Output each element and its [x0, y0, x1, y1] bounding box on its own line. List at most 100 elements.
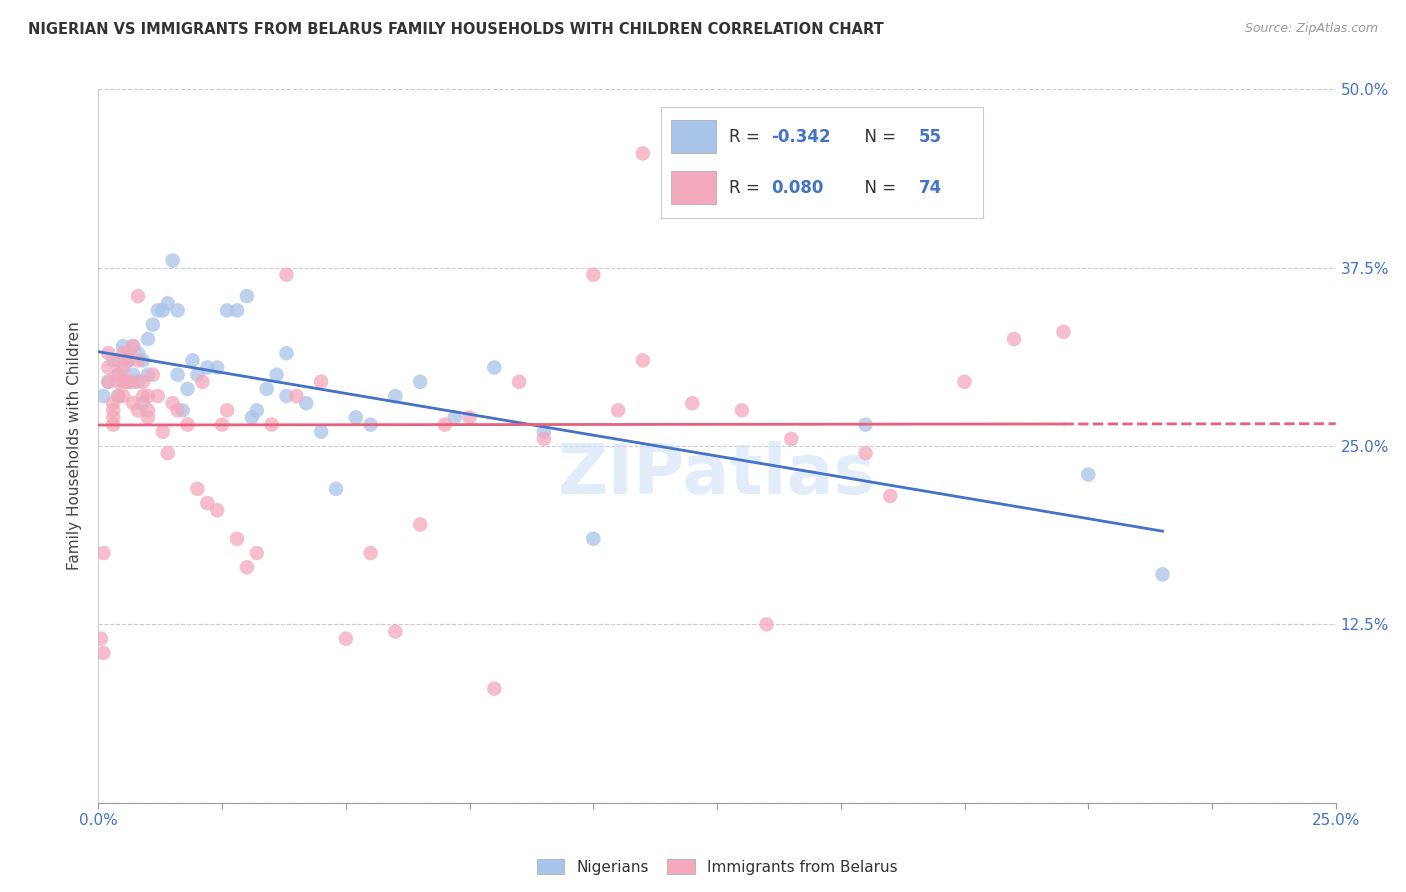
Point — [186, 482, 208, 496]
Text: ZIPatlas: ZIPatlas — [558, 441, 876, 508]
Point — [246, 403, 269, 417]
Point — [132, 375, 155, 389]
Point — [484, 681, 506, 696]
Point — [458, 410, 481, 425]
Point — [112, 375, 135, 389]
Point — [508, 375, 530, 389]
Point — [117, 375, 139, 389]
Point — [112, 360, 135, 375]
Point — [607, 403, 630, 417]
Point — [112, 339, 135, 353]
Point — [176, 417, 198, 432]
Point — [172, 403, 194, 417]
Point — [360, 546, 382, 560]
Point — [103, 396, 125, 410]
Point — [176, 382, 198, 396]
Point — [122, 339, 145, 353]
Point — [731, 403, 754, 417]
Point — [146, 303, 169, 318]
Point — [855, 446, 877, 460]
Point — [186, 368, 208, 382]
Point — [156, 446, 179, 460]
Point — [93, 646, 115, 660]
Point — [97, 375, 120, 389]
Point — [226, 532, 249, 546]
Point — [122, 339, 145, 353]
Point — [152, 425, 174, 439]
Point — [166, 303, 188, 318]
Point — [309, 375, 332, 389]
Text: R =: R = — [728, 178, 765, 197]
Point — [107, 389, 129, 403]
Text: N =: N = — [855, 128, 901, 146]
Point — [162, 253, 184, 268]
Point — [285, 389, 308, 403]
Text: 0.080: 0.080 — [770, 178, 823, 197]
Point — [195, 496, 218, 510]
Point — [236, 289, 259, 303]
Point — [344, 410, 367, 425]
Text: -0.342: -0.342 — [770, 128, 831, 146]
Y-axis label: Family Households with Children: Family Households with Children — [67, 322, 83, 570]
Point — [1002, 332, 1025, 346]
Point — [1152, 567, 1174, 582]
Text: NIGERIAN VS IMMIGRANTS FROM BELARUS FAMILY HOUSEHOLDS WITH CHILDREN CORRELATION : NIGERIAN VS IMMIGRANTS FROM BELARUS FAMI… — [28, 22, 884, 37]
Point — [260, 417, 283, 432]
Point — [266, 368, 288, 382]
Point — [166, 368, 188, 382]
Point — [122, 368, 145, 382]
Point — [117, 353, 139, 368]
Point — [122, 396, 145, 410]
Point — [156, 296, 179, 310]
Point — [107, 353, 129, 368]
Point — [112, 360, 135, 375]
Point — [879, 489, 901, 503]
Point — [162, 396, 184, 410]
Point — [136, 410, 159, 425]
Point — [205, 503, 228, 517]
Point — [103, 403, 125, 417]
Point — [384, 389, 406, 403]
Text: Source: ZipAtlas.com: Source: ZipAtlas.com — [1244, 22, 1378, 36]
Point — [127, 403, 149, 417]
Point — [217, 403, 239, 417]
Point — [309, 425, 332, 439]
Point — [107, 368, 129, 382]
Point — [855, 417, 877, 432]
Point — [533, 432, 555, 446]
Point — [433, 417, 456, 432]
Point — [122, 375, 145, 389]
Point — [136, 332, 159, 346]
Point — [132, 353, 155, 368]
Point — [217, 303, 239, 318]
Point — [360, 417, 382, 432]
Point — [195, 360, 218, 375]
Point — [166, 403, 188, 417]
Point — [142, 368, 165, 382]
Point — [780, 432, 803, 446]
Point — [533, 425, 555, 439]
Legend: Nigerians, Immigrants from Belarus: Nigerians, Immigrants from Belarus — [530, 853, 904, 880]
Point — [117, 346, 139, 360]
Point — [97, 346, 120, 360]
Point — [295, 396, 318, 410]
Point — [117, 353, 139, 368]
Point — [152, 303, 174, 318]
Point — [681, 396, 703, 410]
Point — [103, 417, 125, 432]
Point — [246, 546, 269, 560]
Point — [276, 268, 298, 282]
Point — [117, 375, 139, 389]
Point — [136, 368, 159, 382]
Point — [1052, 325, 1074, 339]
Point — [127, 353, 149, 368]
Text: R =: R = — [728, 128, 765, 146]
Point — [112, 389, 135, 403]
FancyBboxPatch shape — [671, 171, 716, 204]
Point — [276, 389, 298, 403]
Point — [112, 375, 135, 389]
Point — [335, 632, 357, 646]
Point — [755, 617, 778, 632]
Point — [443, 410, 465, 425]
Point — [127, 289, 149, 303]
